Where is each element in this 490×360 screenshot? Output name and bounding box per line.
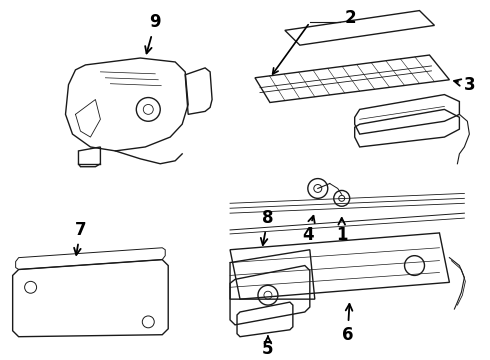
Text: 5: 5: [262, 336, 274, 357]
Text: 6: 6: [342, 304, 353, 344]
Text: 2: 2: [345, 9, 356, 27]
Text: 8: 8: [261, 209, 274, 245]
Text: 1: 1: [336, 218, 347, 244]
Text: 3: 3: [454, 76, 475, 94]
Text: 9: 9: [145, 13, 161, 53]
Text: 7: 7: [74, 221, 86, 255]
Text: 4: 4: [302, 216, 315, 244]
